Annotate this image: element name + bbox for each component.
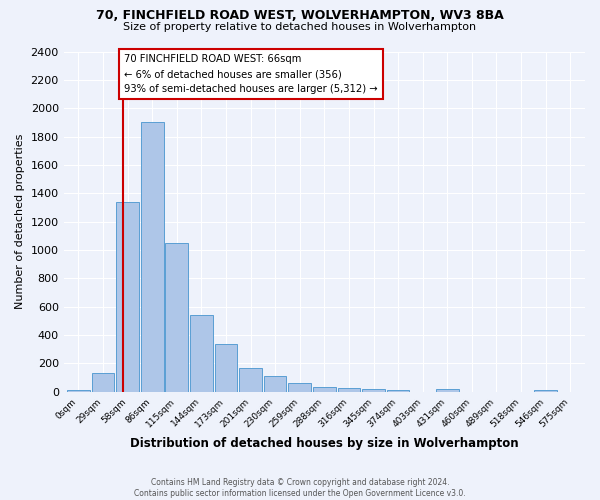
X-axis label: Distribution of detached houses by size in Wolverhampton: Distribution of detached houses by size … [130,437,518,450]
Bar [116,202,139,392]
Bar [362,389,385,392]
Bar [387,390,409,392]
Bar [67,390,90,392]
Bar [264,376,286,392]
Text: 70 FINCHFIELD ROAD WEST: 66sqm
← 6% of detached houses are smaller (356)
93% of : 70 FINCHFIELD ROAD WEST: 66sqm ← 6% of d… [124,54,377,94]
Bar [313,387,335,392]
Bar [239,368,262,392]
Text: Size of property relative to detached houses in Wolverhampton: Size of property relative to detached ho… [124,22,476,32]
Bar [166,243,188,392]
Bar [289,383,311,392]
Y-axis label: Number of detached properties: Number of detached properties [15,134,25,310]
Bar [215,344,237,392]
Bar [436,389,458,392]
Bar [535,390,557,392]
Bar [190,315,212,392]
Bar [92,374,115,392]
Text: Contains HM Land Registry data © Crown copyright and database right 2024.
Contai: Contains HM Land Registry data © Crown c… [134,478,466,498]
Bar [338,388,360,392]
Text: 70, FINCHFIELD ROAD WEST, WOLVERHAMPTON, WV3 8BA: 70, FINCHFIELD ROAD WEST, WOLVERHAMPTON,… [96,9,504,22]
Bar [141,122,164,392]
